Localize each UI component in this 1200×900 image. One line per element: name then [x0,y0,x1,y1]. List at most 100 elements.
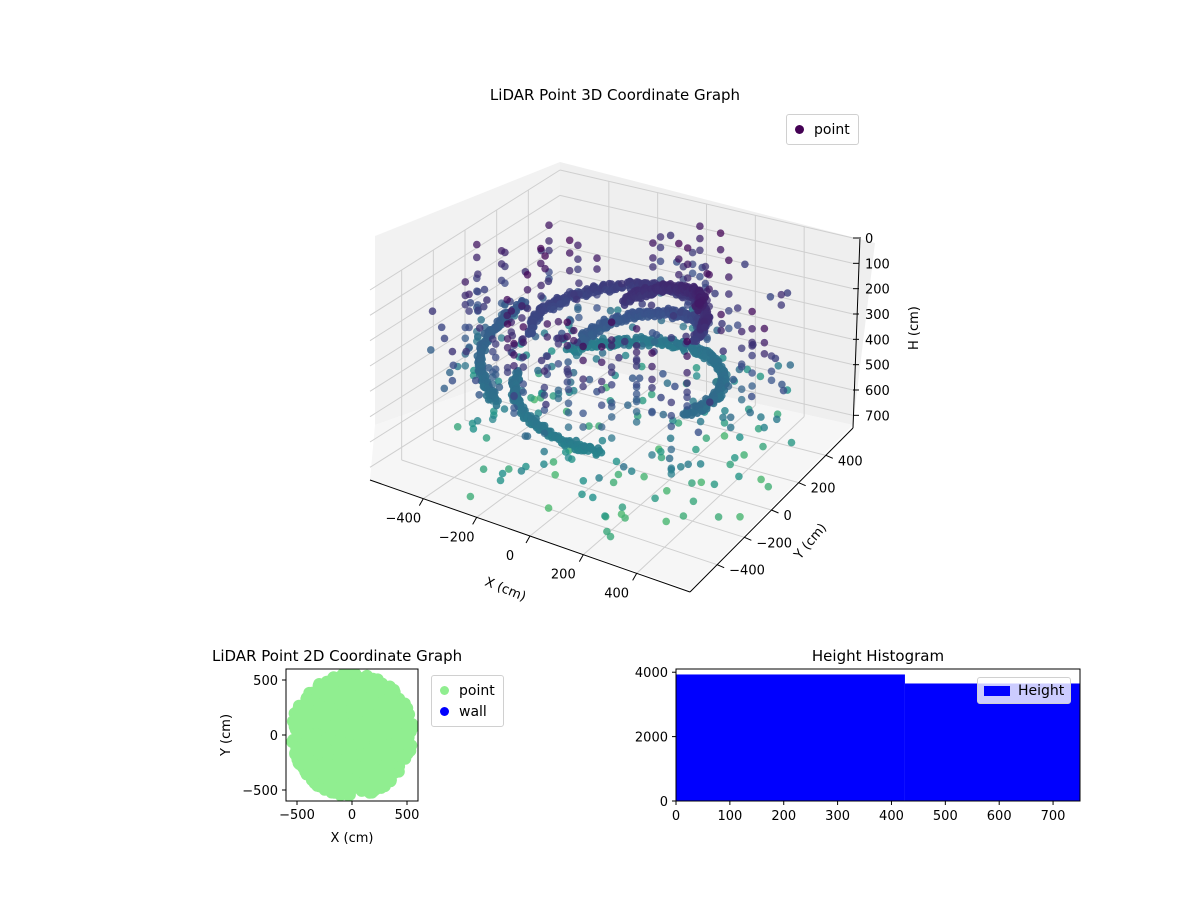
data-point-3d [510,404,518,412]
data-point-3d [579,477,588,485]
data-point-3d [465,307,473,315]
data-point-3d [505,465,513,473]
grid-line [401,459,718,566]
data-point-3d [737,344,746,353]
data-point-3d [671,382,679,391]
legend-point-label: point [814,121,850,138]
data-point-3d [619,463,628,471]
data-point-3d [496,476,505,485]
data-point-3d [778,380,786,389]
data-point-3d [593,265,601,273]
data-point-3d [592,329,601,338]
data-point-3d [711,289,719,298]
data-point-3d [714,513,723,521]
data-point-3d [725,324,733,333]
data-point-3d [565,249,574,257]
data-point-3d [702,434,711,443]
x-tick [525,535,531,544]
data-point-3d [518,302,526,310]
data-point-3d [549,305,558,314]
histogram-legend: Height [977,677,1072,704]
data-point-3d [735,472,743,481]
data-point-3d [523,271,532,279]
data-point-3d [684,460,692,469]
data-point-3d [563,318,572,327]
data-point-3d [497,247,506,255]
data-point-3d [574,265,582,274]
data-point-3d [748,382,756,390]
data-point-3d [491,353,500,362]
data-point-3d [473,253,481,262]
x-axis-label: X (cm) [483,575,528,605]
data-point-3d [579,375,587,384]
data-point-3d [593,254,601,262]
data-point-3d [640,472,648,481]
data-point-3d [725,290,733,298]
data-point-3d [551,471,559,479]
data-point-3d [649,254,657,262]
data-point-3d [774,362,783,370]
data-point-3d [726,460,734,469]
y-tick [716,564,725,569]
y-tick-label: −400 [729,564,765,579]
data-point-3d [564,408,573,417]
data-point-3d [647,301,656,310]
data-point-3d [479,465,488,474]
data-point-3d [638,396,647,405]
data-point-3d [719,413,727,422]
y-tick [744,536,752,541]
z-tick-label: 300 [865,308,890,323]
data-point-3d [771,354,780,363]
data-point-3d [683,379,691,387]
z-tick-label: 700 [865,409,890,424]
data-point-3d [648,408,656,417]
data-point-3d [657,393,665,402]
data-point-3d [725,256,733,265]
data-point-3d [497,299,506,308]
legend-point-marker [795,125,804,134]
data-point-3d [585,375,594,384]
chart2d-legend: point wall [431,675,504,727]
data-point-3d [731,454,739,462]
data-point-3d [700,317,709,326]
data-point-3d [667,398,676,407]
data-point-3d [547,347,556,355]
y-tick-label: 200 [811,482,836,497]
data-point-3d [601,512,609,520]
data-point-3d [773,415,781,424]
data-point-3d [519,363,528,371]
data-point-3d [726,413,735,422]
data-point-3d [570,326,578,335]
data-point-3d [701,262,710,271]
data-point-3d [473,240,481,249]
data-point-3d [719,347,727,356]
data-point-3d [652,331,661,339]
data-point-3d [607,318,616,327]
data-point-3d [632,348,641,357]
data-point-3d [740,451,748,459]
data-point-3d [491,365,500,374]
data-point-3d [675,255,683,263]
data-point-3d [767,367,776,376]
data-point-3d [667,464,676,473]
data-point-3d [651,494,659,503]
data-point-3d [480,285,489,294]
data-point-3d [534,366,542,375]
data-point-3d [579,356,587,365]
data-point-3d [706,398,714,407]
data-point-3d [462,347,471,356]
data-point-3d [667,445,676,454]
data-point-3d [665,454,674,463]
data-point-3d [760,324,769,333]
data-point-3d [440,334,449,343]
data-point-3d [503,335,512,343]
data-point-3d [667,422,676,431]
data-point-3d [635,374,644,383]
data-point-3d [669,312,678,320]
data-point-3d [737,385,746,394]
data-point-3d [494,377,503,386]
data-point-3d [683,337,691,346]
data-point-3d [474,270,482,279]
data-point-3d [621,514,629,522]
data-point-3d [474,287,482,296]
